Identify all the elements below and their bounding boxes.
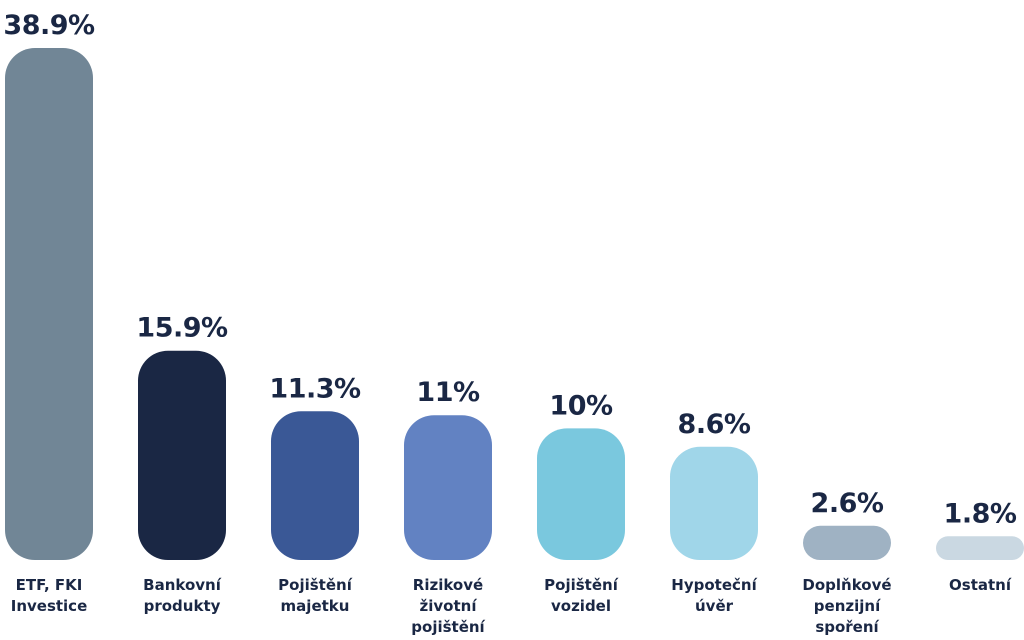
bar [803, 525, 891, 560]
category-label: Rizikové životní pojištění [411, 576, 485, 636]
category-label-line: Rizikové [413, 576, 483, 594]
bar [670, 446, 758, 560]
bar [271, 411, 359, 560]
category-label-line: majetku [281, 597, 350, 615]
value-label: 11.3% [269, 373, 361, 404]
category-label: Hypoteční úvěr [671, 576, 757, 615]
value-label: 11% [416, 377, 480, 408]
category-label-line: Ostatní [949, 576, 1012, 594]
category-label-line: Bankovní [143, 576, 222, 594]
category-label-line: Hypoteční [671, 576, 757, 594]
value-label: 38.9% [3, 10, 95, 41]
category-label-line: životní [420, 597, 478, 615]
category-label: ETF, FKI Investice [11, 576, 88, 615]
category-label-line: spoření [815, 618, 879, 636]
category-label: Pojištění majetku [278, 576, 353, 615]
category-label-line: Doplňkové [802, 576, 891, 594]
value-label: 2.6% [811, 488, 884, 519]
category-label-line: produkty [144, 597, 221, 615]
category-label-line: penzijní [814, 597, 881, 615]
category-label-line: úvěr [695, 597, 734, 615]
value-label: 10% [549, 390, 613, 421]
category-label-line: Pojištění [278, 576, 353, 594]
bar [138, 350, 226, 560]
value-label: 15.9% [136, 313, 228, 344]
bar [5, 48, 93, 560]
bar [404, 415, 492, 560]
category-label: Doplňkové penzijní spoření [802, 576, 891, 636]
category-label-line: Investice [11, 597, 88, 615]
category-label-line: ETF, FKI [16, 576, 83, 594]
category-label-line: Pojištění [544, 576, 619, 594]
category-label: Pojištění vozidel [544, 576, 619, 615]
bar [537, 428, 625, 560]
category-label: Bankovní produkty [143, 576, 222, 615]
category-label-line: vozidel [551, 597, 611, 615]
category-label: Ostatní [949, 576, 1012, 594]
category-label-line: pojištění [411, 618, 485, 636]
bar [936, 536, 1024, 560]
value-label: 1.8% [944, 498, 1017, 529]
value-label: 8.6% [678, 409, 751, 440]
